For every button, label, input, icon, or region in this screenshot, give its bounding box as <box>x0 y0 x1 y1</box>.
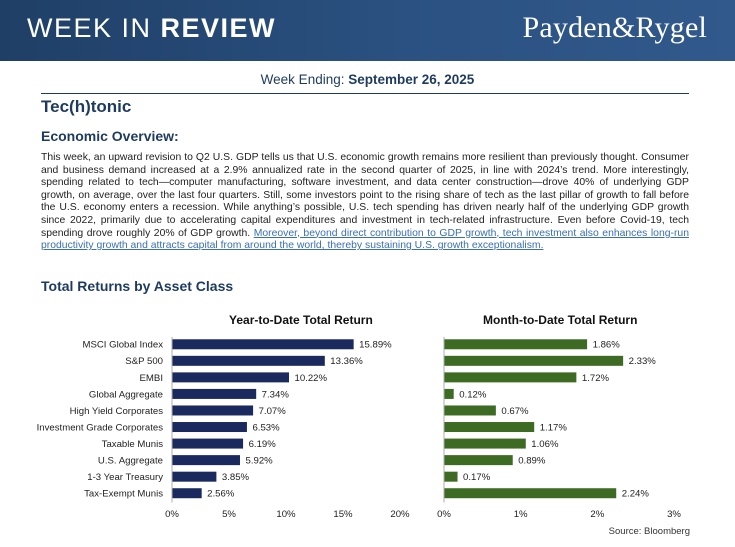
ytd-value-label: 6.19% <box>249 439 277 450</box>
category-label: Tax-Exempt Munis <box>84 489 163 500</box>
week-ending-date: September 26, 2025 <box>348 72 475 87</box>
ytd-tick-label: 20% <box>390 509 410 520</box>
mtd-bar <box>444 488 617 499</box>
mtd-tick-label: 0% <box>437 509 451 520</box>
ytd-tick-label: 10% <box>276 509 296 520</box>
mtd-value-label: 2.33% <box>629 356 657 367</box>
ytd-value-label: 13.36% <box>330 356 363 367</box>
ytd-bar <box>172 438 244 449</box>
week-ending: Week Ending: September 26, 2025 <box>0 72 735 87</box>
mtd-bar <box>444 372 577 383</box>
ytd-value-label: 7.07% <box>259 406 287 417</box>
ytd-bar <box>172 471 217 482</box>
category-label: EMBI <box>140 373 163 384</box>
ytd-bar <box>172 422 247 433</box>
ytd-value-label: 7.34% <box>262 389 290 400</box>
brand-logo: Payden&Rygel <box>522 11 707 44</box>
mtd-value-label: 0.12% <box>459 389 487 400</box>
overview-body: This week, an upward revision to Q2 U.S.… <box>41 152 689 239</box>
returns-heading: Total Returns by Asset Class <box>41 278 234 294</box>
ytd-tick-label: 15% <box>333 509 353 520</box>
mtd-bar <box>444 405 496 416</box>
category-label: MSCI Global Index <box>82 340 163 351</box>
mtd-tick-label: 1% <box>514 509 528 520</box>
mtd-bar <box>444 422 535 433</box>
ytd-value-label: 3.85% <box>222 472 250 483</box>
mtd-tick-label: 2% <box>590 509 604 520</box>
mtd-value-label: 0.67% <box>501 406 529 417</box>
header-divider <box>41 93 689 94</box>
week-in-label: WEEK IN <box>27 13 161 43</box>
ytd-bar <box>172 372 290 383</box>
header-banner: WEEK IN REVIEW Payden&Rygel <box>0 0 735 61</box>
mtd-bar <box>444 388 454 399</box>
mtd-value-label: 1.06% <box>531 439 559 450</box>
category-label: Investment Grade Corporates <box>37 422 164 433</box>
mtd-value-label: 1.86% <box>593 340 621 351</box>
source-note: Source: Bloomberg <box>608 526 690 537</box>
overview-heading: Economic Overview: <box>41 128 179 144</box>
mtd-bar <box>444 471 458 482</box>
ytd-value-label: 15.89% <box>359 340 392 351</box>
overview-paragraph: This week, an upward revision to Q2 U.S.… <box>41 152 689 253</box>
category-label: High Yield Corporates <box>70 406 164 417</box>
ytd-tick-label: 5% <box>222 509 236 520</box>
article-title: Tec(h)tonic <box>41 97 132 116</box>
ytd-value-label: 2.56% <box>207 489 235 500</box>
mtd-bar <box>444 438 526 449</box>
mtd-value-label: 2.24% <box>622 489 650 500</box>
ytd-bar <box>172 355 325 366</box>
category-label: U.S. Aggregate <box>98 456 163 467</box>
ytd-tick-label: 0% <box>165 509 179 520</box>
overview-link[interactable]: Moreover, beyond direct contribution to … <box>41 227 689 252</box>
category-label: Taxable Munis <box>102 439 164 450</box>
ytd-bar <box>172 388 257 399</box>
category-label: Global Aggregate <box>89 389 163 400</box>
week-ending-label: Week Ending: <box>260 72 349 87</box>
mtd-value-label: 0.17% <box>463 472 491 483</box>
category-label: S&P 500 <box>125 356 163 367</box>
ytd-bar <box>172 339 354 350</box>
ytd-bar <box>172 488 202 499</box>
week-in-review-title: WEEK IN REVIEW <box>27 13 276 44</box>
mtd-bar <box>444 355 624 366</box>
category-label: 1-3 Year Treasury <box>87 472 163 483</box>
mtd-tick-label: 3% <box>667 509 681 520</box>
mtd-value-label: 1.72% <box>582 373 610 384</box>
mtd-value-label: 1.17% <box>540 422 568 433</box>
ytd-value-label: 10.22% <box>295 373 328 384</box>
mtd-value-label: 0.89% <box>518 456 546 467</box>
ytd-bar <box>172 455 240 466</box>
mtd-bar <box>444 339 588 350</box>
ytd-value-label: 5.92% <box>245 456 273 467</box>
review-label: REVIEW <box>160 13 277 43</box>
ytd-value-label: 6.53% <box>252 422 280 433</box>
ytd-bar <box>172 405 254 416</box>
mtd-bar <box>444 455 513 466</box>
ytd-chart-title: Year-to-Date Total Return <box>229 313 373 327</box>
mtd-chart-title: Month-to-Date Total Return <box>483 313 638 327</box>
